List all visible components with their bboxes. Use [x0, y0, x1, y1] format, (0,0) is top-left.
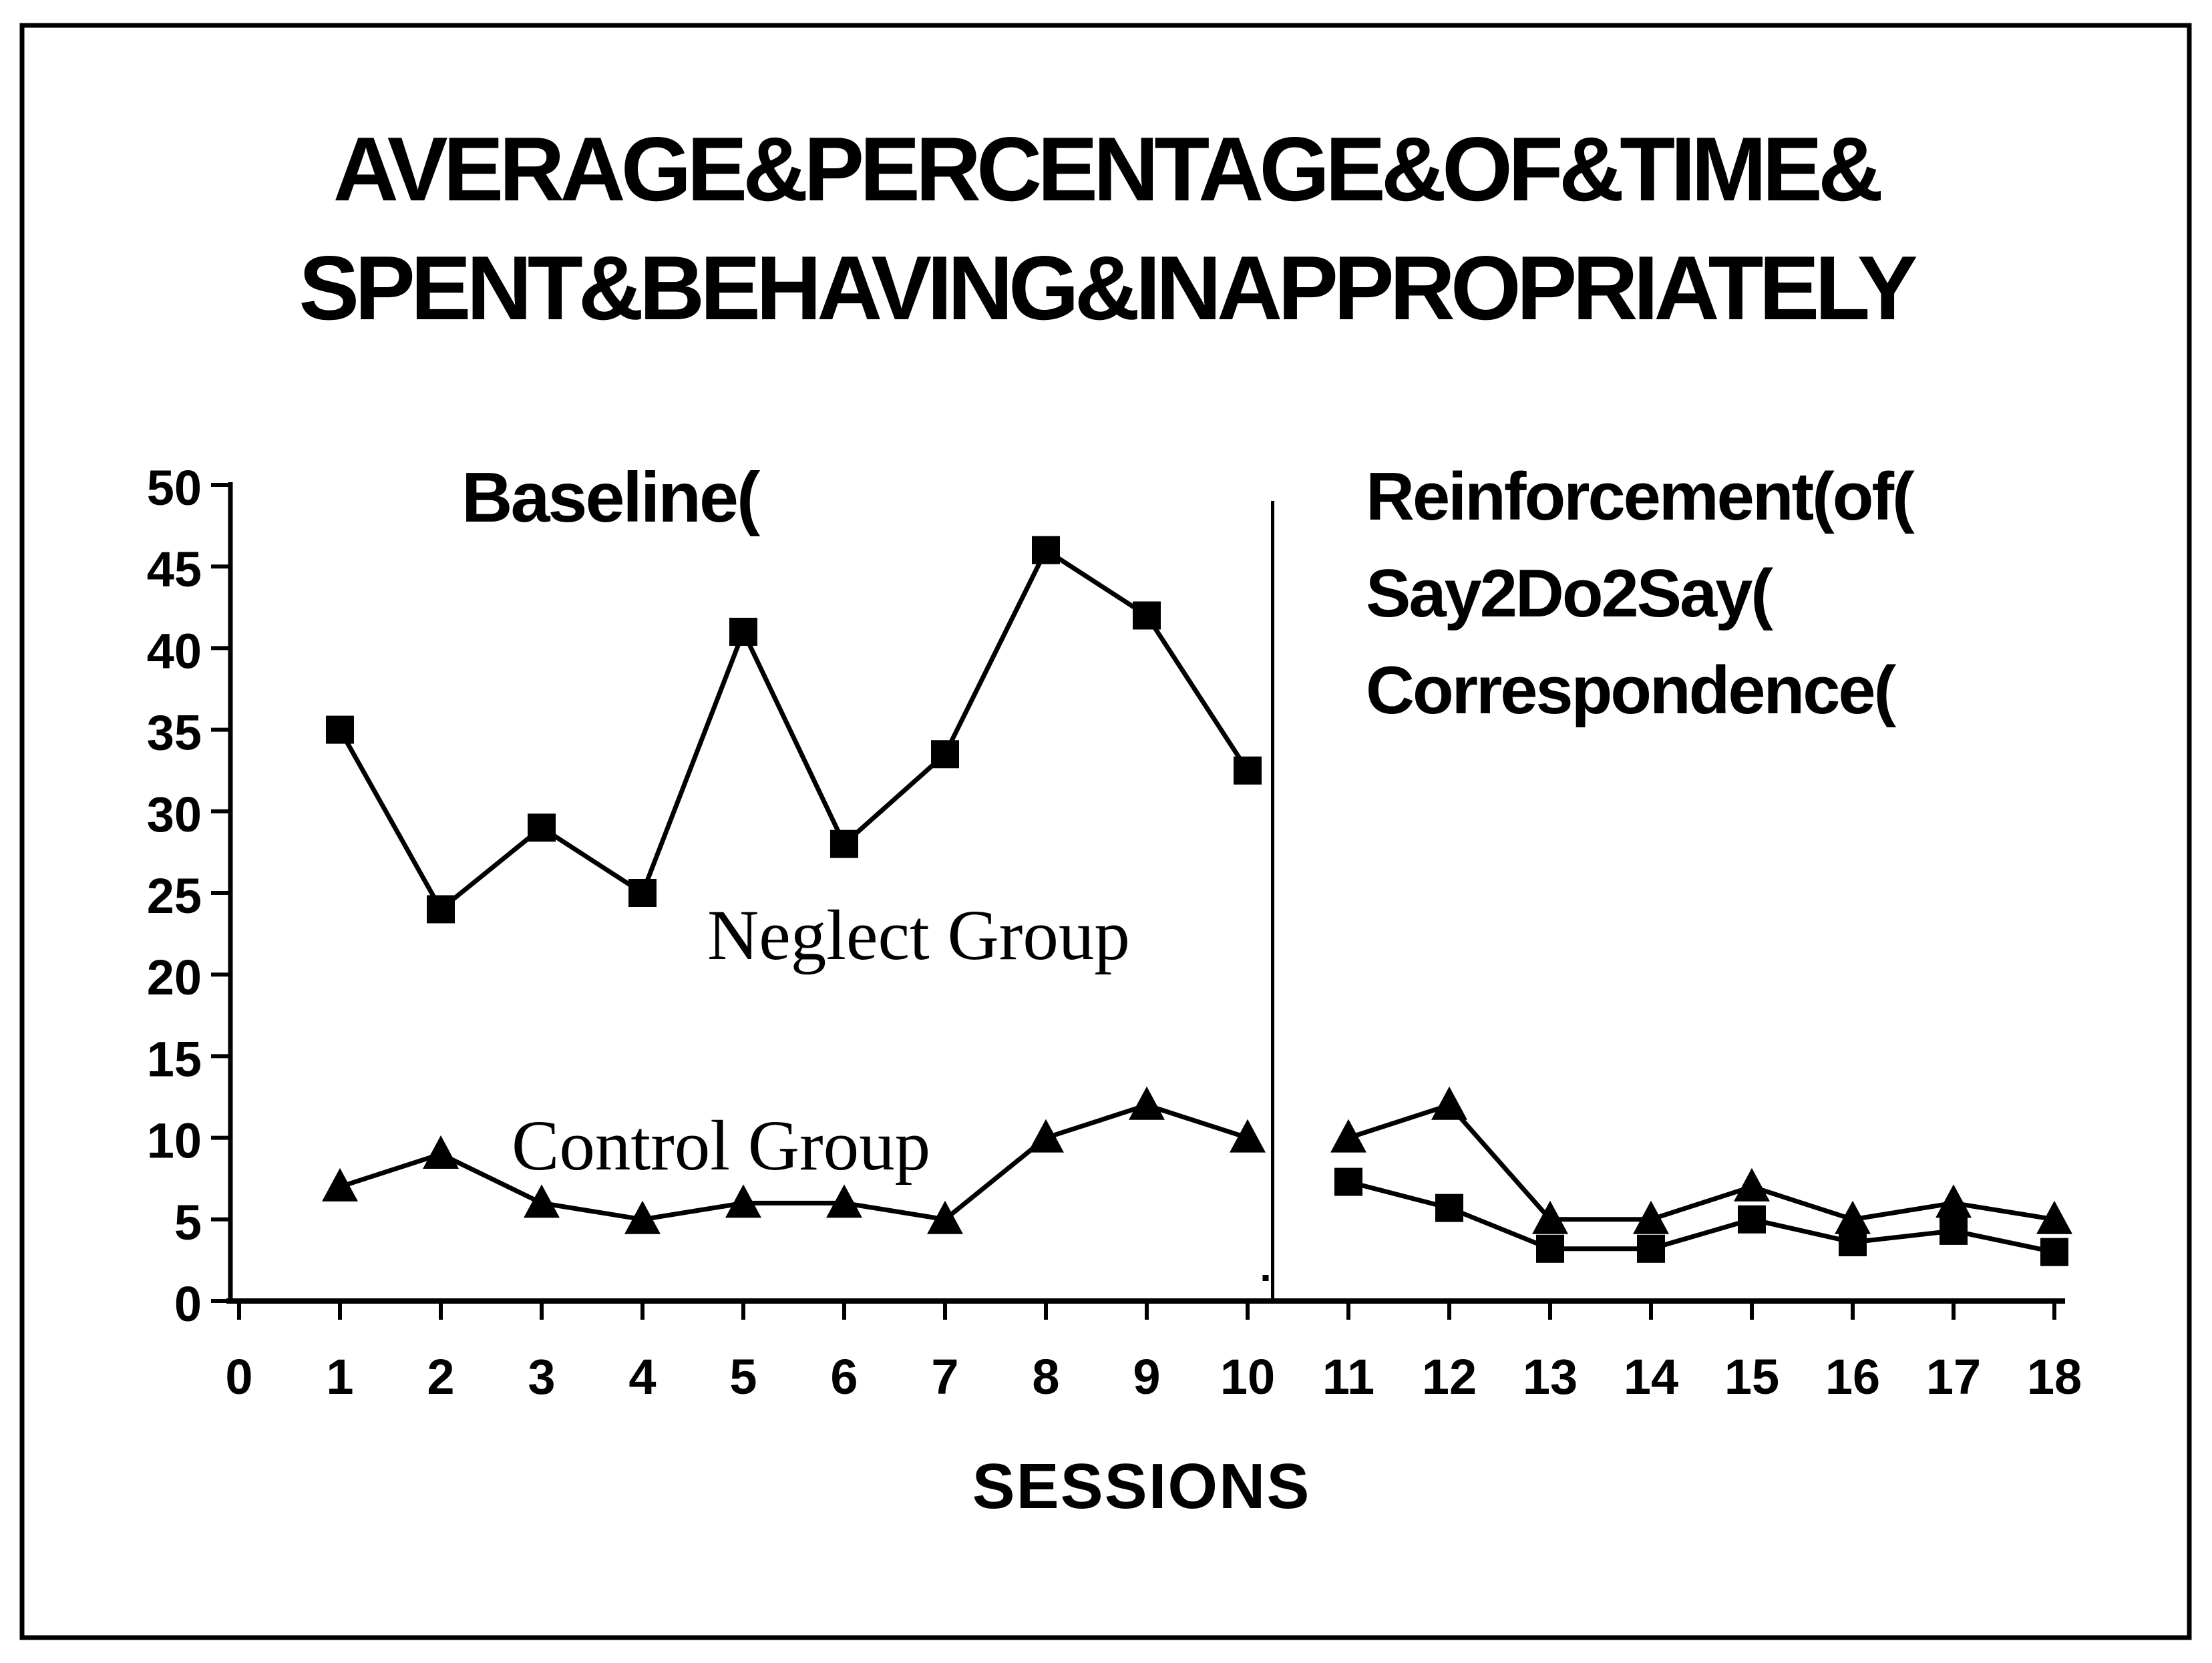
figure-border	[19, 23, 2192, 1640]
x-tick-label: 1	[326, 1349, 353, 1405]
x-tick-label: 18	[2027, 1349, 2082, 1405]
x-axis-title: SESSIONS	[972, 1451, 1311, 1522]
square-marker	[1334, 1167, 1362, 1196]
chart-title-line1: AVERAGE&PERCENTAGE&OF&TIME&	[333, 118, 1881, 220]
x-tick-label: 6	[830, 1349, 858, 1405]
square-marker	[326, 715, 354, 744]
x-tick-label: 13	[1523, 1349, 1578, 1405]
x-tick-label: 11	[1322, 1349, 1374, 1405]
triangle-marker	[1230, 1119, 1266, 1153]
x-tick-label: 12	[1422, 1349, 1477, 1405]
y-tick-label: 30	[147, 787, 202, 842]
chart-title-line2: SPENT&BEHAVING&INAPPROPRIATELY	[299, 237, 1916, 339]
triangle-marker	[322, 1167, 358, 1202]
square-marker	[2040, 1238, 2068, 1266]
triangle-marker	[1633, 1200, 1669, 1234]
square-marker	[427, 895, 455, 924]
triangle-marker	[1431, 1086, 1467, 1120]
square-marker	[1032, 536, 1060, 564]
control-series-line	[339, 1103, 1249, 1222]
square-marker	[1435, 1193, 1463, 1222]
x-tick-label: 10	[1220, 1349, 1275, 1405]
x-tick-label: 14	[1624, 1349, 1678, 1405]
control-series-line	[1347, 1102, 2055, 1222]
y-tick-label: 0	[174, 1276, 202, 1332]
reinforcement-phase-label-line2: Say2Do2Say(	[1366, 556, 1773, 631]
y-tick-label: 10	[147, 1113, 202, 1169]
square-marker	[1637, 1234, 1665, 1263]
square-marker	[1234, 756, 1262, 785]
y-tick-label: 25	[147, 868, 202, 924]
neglect-series-line	[1348, 1179, 2055, 1255]
neglect-series-line	[337, 546, 1250, 913]
y-tick-label: 45	[147, 542, 202, 597]
triangle-marker	[1330, 1119, 1366, 1153]
triangle-marker	[1734, 1167, 1770, 1202]
triangle-marker	[826, 1184, 862, 1218]
square-marker	[628, 879, 657, 907]
triangle-marker	[524, 1184, 560, 1218]
square-marker	[830, 829, 858, 858]
y-tick-label: 50	[147, 460, 202, 516]
x-tick-label: 16	[1825, 1349, 1880, 1405]
triangle-marker	[927, 1200, 963, 1234]
square-marker	[729, 617, 757, 646]
square-marker	[931, 740, 959, 769]
x-tick-label: 5	[729, 1349, 757, 1405]
x-tick-label: 7	[931, 1349, 958, 1405]
triangle-marker	[725, 1184, 761, 1218]
triangle-marker	[1532, 1200, 1568, 1234]
x-tick-label: 4	[628, 1349, 656, 1405]
x-tick-label: 2	[427, 1349, 454, 1405]
y-tick-label: 20	[147, 950, 202, 1005]
square-marker	[528, 813, 556, 842]
x-tick-label: 8	[1032, 1349, 1059, 1405]
triangle-marker	[624, 1200, 661, 1234]
reinforcement-phase-label-line1: Reinforcement(of(	[1366, 459, 1915, 534]
baseline-phase-label: Baseline(	[462, 458, 761, 537]
y-tick-label: 35	[147, 705, 202, 761]
reinforcement-phase-label-line3: Correspondence(	[1366, 653, 1897, 728]
divider-dot	[1262, 1275, 1269, 1281]
y-tick-label: 5	[174, 1195, 202, 1250]
x-tick-label: 15	[1724, 1349, 1779, 1405]
triangle-marker	[423, 1135, 459, 1169]
x-tick-label: 0	[225, 1349, 252, 1405]
x-tick-label: 17	[1926, 1349, 1981, 1405]
triangle-marker	[1028, 1119, 1064, 1153]
square-marker	[1133, 601, 1161, 630]
triangle-marker	[2036, 1200, 2072, 1234]
x-tick-label: 3	[528, 1349, 555, 1405]
neglect-group-label: Neglect Group	[707, 896, 1130, 975]
square-marker	[1940, 1216, 1968, 1245]
x-tick-label: 9	[1133, 1349, 1160, 1405]
square-marker	[1536, 1234, 1564, 1263]
y-tick-label: 40	[147, 623, 202, 679]
triangle-marker	[1936, 1184, 1972, 1218]
triangle-marker	[1129, 1086, 1165, 1120]
square-marker	[1738, 1205, 1766, 1234]
y-tick-label: 15	[147, 1031, 202, 1087]
triangle-marker	[1835, 1200, 1871, 1234]
control-group-label: Control Group	[512, 1107, 930, 1185]
